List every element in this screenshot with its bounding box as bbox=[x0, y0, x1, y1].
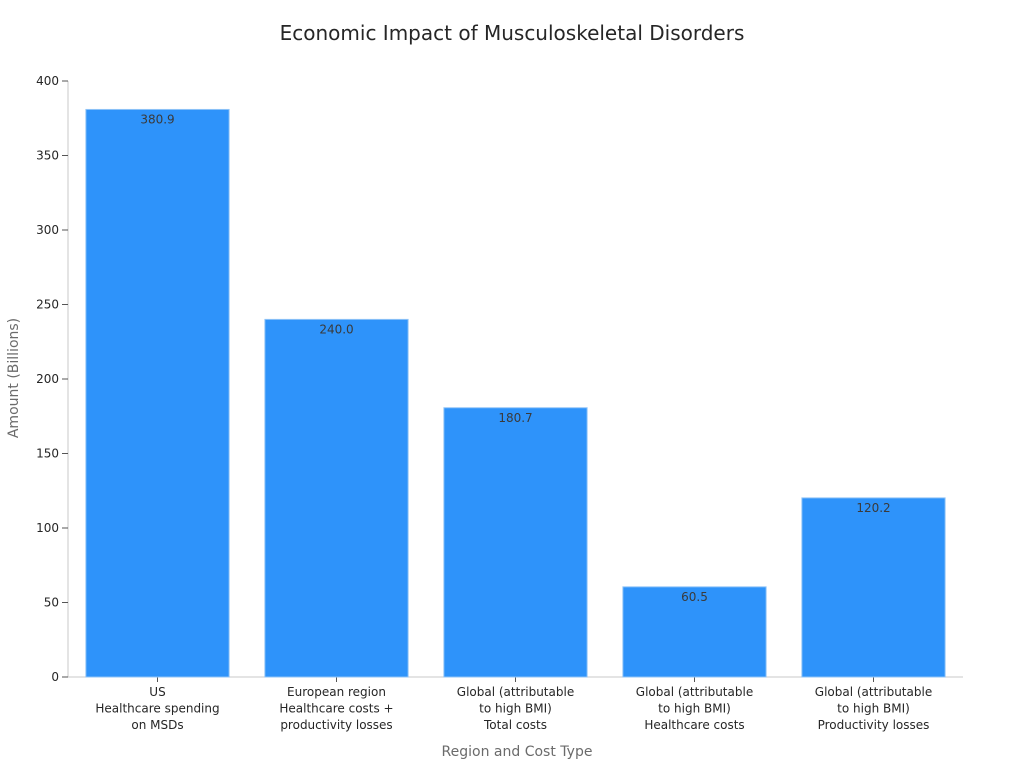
y-tick-label: 100 bbox=[36, 521, 59, 535]
y-tick-label: 400 bbox=[36, 74, 59, 88]
y-tick-label: 300 bbox=[36, 223, 59, 237]
data-label: 60.5 bbox=[681, 590, 708, 604]
y-tick-label: 50 bbox=[44, 596, 59, 610]
data-label: 380.9 bbox=[140, 112, 174, 126]
data-labels-group: 380.9 240.0 180.7 60.5 120.2 bbox=[140, 112, 890, 603]
x-tick-label-line: on MSDs bbox=[131, 718, 183, 732]
x-tick-label-line: Healthcare spending bbox=[95, 702, 219, 716]
chart-title: Economic Impact of Musculoskeletal Disor… bbox=[280, 21, 745, 45]
y-tick-label: 200 bbox=[36, 372, 59, 386]
y-tick-label: 150 bbox=[36, 447, 59, 461]
x-tick-label-line: Total costs bbox=[483, 718, 547, 732]
data-label: 240.0 bbox=[319, 322, 353, 336]
x-tick-label-line: Productivity losses bbox=[818, 718, 930, 732]
data-label: 120.2 bbox=[856, 501, 890, 515]
bar bbox=[443, 407, 588, 678]
x-tick-label-line: to high BMI) bbox=[837, 702, 910, 716]
x-tick-label-line: to high BMI) bbox=[658, 702, 731, 716]
x-tick-label-line: Healthcare costs + bbox=[279, 702, 393, 716]
y-tick-label: 0 bbox=[51, 670, 59, 684]
bars-group bbox=[85, 108, 946, 678]
x-tick-label: Global (attributable to high BMI) Producti… bbox=[815, 685, 932, 732]
y-axis-label: Amount (Billions) bbox=[6, 318, 22, 438]
x-tick-label-line: Global (attributable bbox=[457, 685, 574, 699]
x-tick-label-line: US bbox=[149, 685, 165, 699]
x-tick-label-line: productivity losses bbox=[280, 718, 392, 732]
y-tick-label: 250 bbox=[36, 298, 59, 312]
y-tick-label: 350 bbox=[36, 149, 59, 163]
bar bbox=[801, 497, 946, 678]
x-tick-label: Global (attributable to high BMI) Healthca… bbox=[636, 685, 753, 732]
x-tick-label: Global (attributable to high BMI) Total co… bbox=[457, 685, 574, 732]
x-axis: US Healthcare spending on MSDs European reg… bbox=[68, 676, 963, 732]
x-tick-label-line: to high BMI) bbox=[479, 702, 552, 716]
x-tick-label-line: Global (attributable bbox=[636, 685, 753, 699]
x-tick-label-line: Global (attributable bbox=[815, 685, 932, 699]
y-axis: 0 50 100 150 200 250 300 350 400 bbox=[36, 74, 69, 684]
x-tick-label-line: Healthcare costs bbox=[644, 718, 744, 732]
x-tick-label-line: European region bbox=[287, 685, 386, 699]
x-axis-label: Region and Cost Type bbox=[442, 744, 593, 760]
x-tick-label: US Healthcare spending on MSDs bbox=[95, 685, 219, 732]
bar bbox=[264, 318, 409, 678]
data-label: 180.7 bbox=[498, 411, 532, 425]
bar bbox=[622, 586, 767, 678]
bar bbox=[85, 108, 230, 678]
x-tick-label: European region Healthcare costs + product… bbox=[279, 685, 393, 732]
